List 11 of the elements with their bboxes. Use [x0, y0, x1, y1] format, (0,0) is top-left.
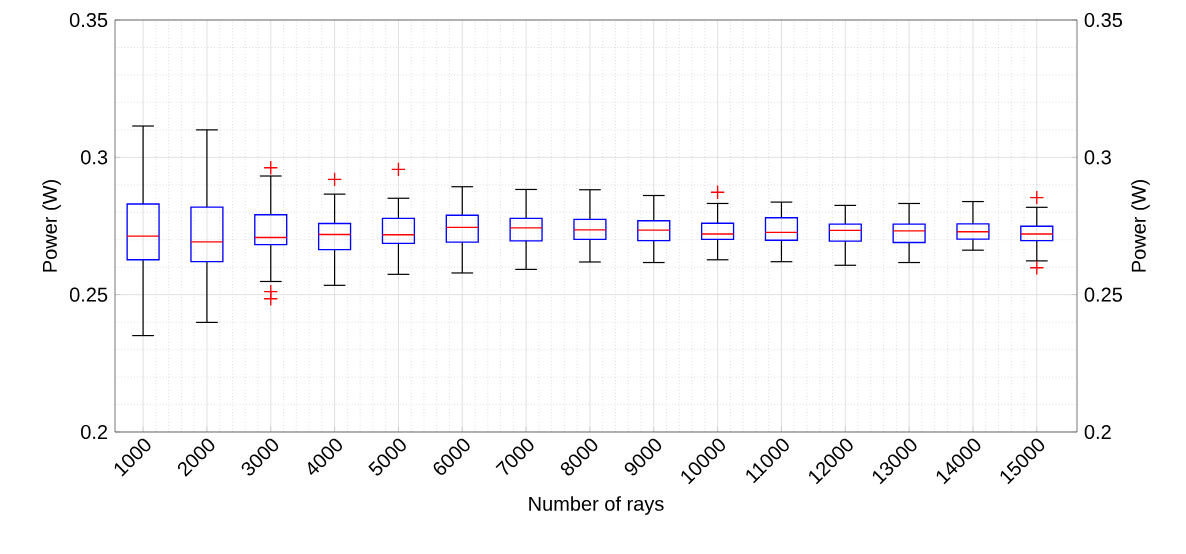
- y-tick-label: 0.2: [81, 424, 108, 440]
- y2-tick-label: 0.3: [1084, 150, 1111, 165]
- y2-tick-label: 0.2: [1084, 424, 1111, 440]
- y2-tick-label: 0.25: [1084, 287, 1123, 302]
- y-tick-label: 0.35: [69, 12, 108, 28]
- y-tick-label: 0.3: [81, 150, 108, 165]
- y2-tick-label: 0.35: [1084, 12, 1123, 28]
- y-tick-label: 0.25: [69, 287, 108, 302]
- x-axis-title: Number of rays: [529, 496, 664, 515]
- y2-axis-title: Power (W): [1131, 180, 1150, 272]
- y-axis-title: Power (W): [42, 180, 61, 272]
